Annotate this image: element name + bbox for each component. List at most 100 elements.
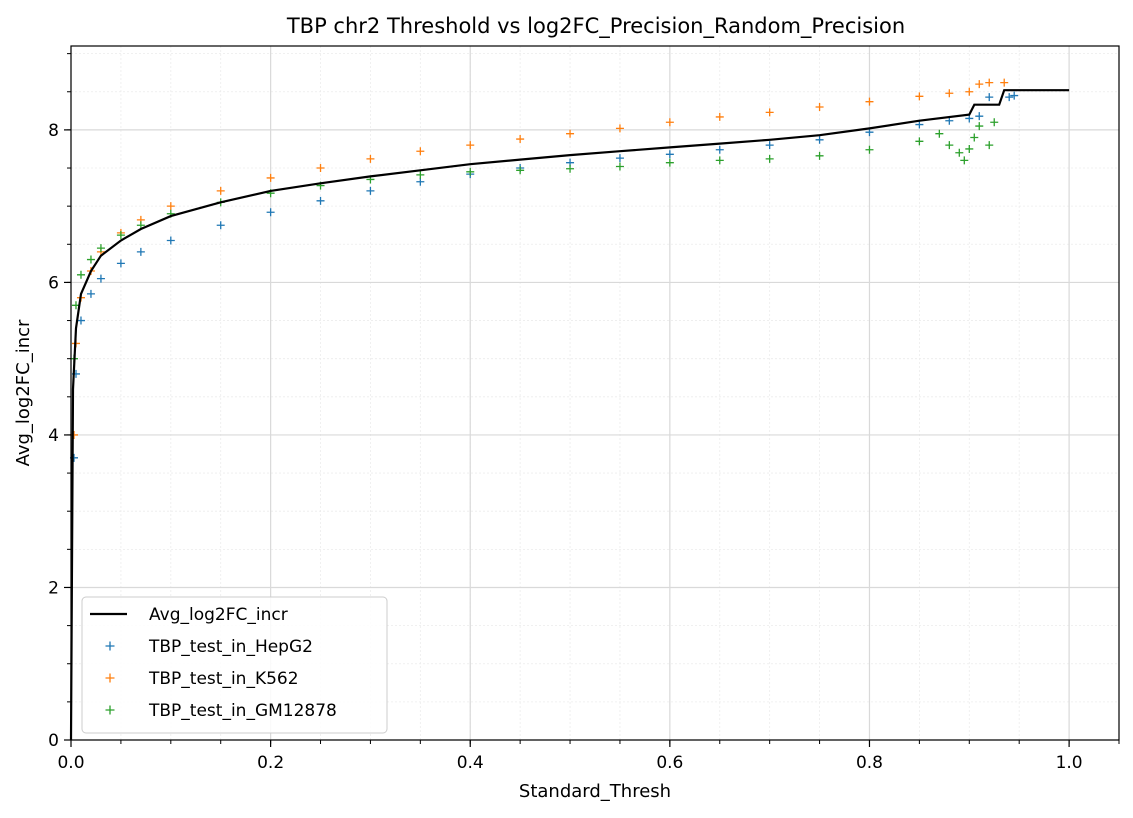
legend-item: TBP_test_in_K562 [105, 669, 299, 689]
data-point [945, 141, 954, 150]
data-point [765, 108, 774, 117]
data-point [86, 289, 95, 298]
data-point [416, 147, 425, 156]
y-tick-label: 4 [48, 426, 59, 446]
legend-box [81, 596, 388, 734]
data-point [76, 316, 85, 325]
data-point [985, 141, 994, 150]
data-point [566, 129, 575, 138]
data-point [945, 89, 954, 98]
y-tick-label: 0 [48, 731, 59, 751]
x-tick-label: 0.4 [457, 753, 484, 773]
plot-frame [70, 45, 1120, 741]
legend-item: Avg_log2FC_incr [90, 605, 288, 625]
data-point [366, 186, 375, 195]
data-point [955, 148, 964, 157]
data-point [316, 164, 325, 173]
chart-title: TBP chr2 Threshold vs log2FC_Precision_R… [286, 14, 905, 39]
data-point [990, 118, 999, 127]
data-point [416, 177, 425, 186]
data-point [975, 122, 984, 131]
series-line-Avg_log2FC_incr [69, 89, 1070, 741]
data-point [516, 166, 525, 175]
legend-label: TBP_test_in_GM12878 [148, 701, 337, 721]
legend-label: Avg_log2FC_incr [149, 605, 288, 625]
series-TBP_test_in_GM12878 [69, 118, 999, 363]
y-tick-label: 2 [48, 578, 59, 598]
data-point [765, 154, 774, 163]
y-axis-label: Avg_log2FC_incr [13, 319, 34, 466]
x-axis-label: Standard_Thresh [519, 781, 671, 802]
legend-plus-swatch [105, 641, 115, 651]
legend-item: TBP_test_in_HepG2 [105, 637, 313, 657]
data-point [466, 141, 475, 150]
x-tick-label: 0.2 [257, 753, 284, 773]
data-point [665, 118, 674, 127]
data-point [975, 80, 984, 89]
data-point [96, 244, 105, 253]
data-point [266, 173, 275, 182]
data-point [815, 151, 824, 160]
data-point [715, 112, 724, 121]
legend-plus-swatch [105, 705, 115, 715]
series-TBP_test_in_HepG2 [69, 91, 1019, 462]
y-tick-label: 8 [48, 121, 59, 141]
data-point [615, 154, 624, 163]
data-point [416, 170, 425, 179]
legend: Avg_log2FC_incr TBP_test_in_HepG2 TBP_test… [81, 596, 388, 734]
data-point [815, 103, 824, 112]
data-point [865, 145, 874, 154]
data-point [960, 156, 969, 165]
data-point [1010, 91, 1019, 100]
data-point [970, 133, 979, 142]
data-point [136, 247, 145, 256]
data-point [915, 92, 924, 101]
data-point [665, 158, 674, 167]
data-point [116, 259, 125, 268]
data-point [615, 124, 624, 133]
data-point [516, 135, 525, 144]
data-point [316, 196, 325, 205]
data-point [96, 274, 105, 283]
data-point [76, 270, 85, 279]
data-point [935, 129, 944, 138]
data-point [166, 236, 175, 245]
data-point [965, 114, 974, 123]
data-point [86, 255, 95, 264]
data-point [865, 97, 874, 106]
data-point [366, 154, 375, 163]
data-point [715, 145, 724, 154]
x-tick-label: 0.8 [856, 753, 883, 773]
data-point [985, 93, 994, 102]
data-point [985, 78, 994, 87]
data-point [915, 137, 924, 146]
data-point [765, 141, 774, 150]
legend-label: TBP_test_in_K562 [148, 669, 299, 689]
data-point [615, 162, 624, 171]
data-point [815, 135, 824, 144]
legend-plus-swatch [105, 673, 115, 683]
y-tick-label: 6 [48, 273, 59, 293]
series-TBP_test_in_K562 [69, 78, 1009, 439]
data-point [116, 231, 125, 240]
data-point [166, 202, 175, 211]
data-point [266, 208, 275, 217]
axis-ticks: 0.0 0.2 0.4 0.6 0.8 1.0 0 2 4 6 8 [48, 53, 1120, 773]
data-point [715, 156, 724, 165]
data-point [665, 150, 674, 159]
data-point [965, 87, 974, 96]
data-point [566, 164, 575, 173]
data-point [216, 221, 225, 230]
x-tick-label: 0.0 [57, 753, 84, 773]
data-point [915, 120, 924, 129]
data-point [216, 186, 225, 195]
x-tick-label: 0.6 [656, 753, 683, 773]
data-point [965, 144, 974, 153]
x-tick-label: 1.0 [1056, 753, 1083, 773]
data-point [1005, 93, 1014, 102]
data-point [975, 112, 984, 121]
legend-label: TBP_test_in_HepG2 [148, 637, 313, 657]
legend-item: TBP_test_in_GM12878 [105, 701, 337, 721]
data-point [466, 167, 475, 176]
